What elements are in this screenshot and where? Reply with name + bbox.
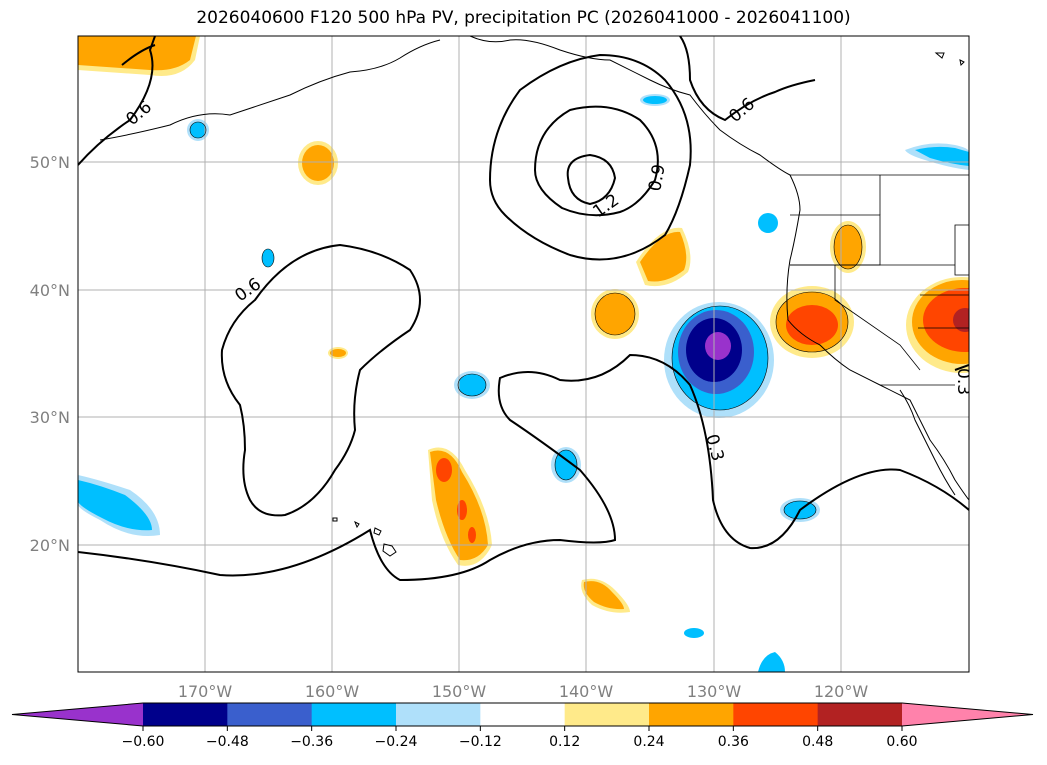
- colorbar-tick-label: 0.60: [886, 734, 917, 750]
- precip-negative-shading: [78, 94, 969, 672]
- colorbar-tick-label: −0.24: [375, 734, 418, 750]
- figure-title: 2026040600 F120 500 hPa PV, precipitatio…: [196, 8, 851, 28]
- map-frame: [77, 35, 970, 673]
- colorbar-segment: [817, 703, 903, 726]
- lon-tick-label: 120°W: [814, 682, 869, 701]
- lat-tick-label: 20°N: [30, 536, 70, 555]
- colorbar-extend-min: [12, 703, 143, 726]
- precip-outlines: [189, 121, 863, 520]
- colorbar-segment: [311, 703, 397, 726]
- colorbar-segment: [480, 703, 566, 726]
- colorbar-segment: [143, 703, 228, 726]
- colorbar-tick-label: −0.36: [290, 734, 333, 750]
- lat-tick-label: 30°N: [30, 408, 70, 427]
- lon-tick-label: 160°W: [305, 682, 360, 701]
- lon-tick-labels: 170°W 160°W 150°W 140°W 130°W 120°W: [178, 682, 869, 701]
- colorbar-tick-label: −0.60: [122, 734, 165, 750]
- colorbar-tick-label: 0.12: [549, 734, 580, 750]
- state-borders: [790, 174, 969, 386]
- colorbar-segment: [649, 703, 734, 726]
- map-area: 0.6 0.6 1.2 0.9 0.6 0.3 0.3: [78, 36, 973, 672]
- gridlines: [78, 36, 969, 672]
- lon-tick-label: 170°W: [178, 682, 233, 701]
- colorbar-tick-label: 0.24: [633, 734, 664, 750]
- colorbar-tick-label: 0.48: [802, 734, 833, 750]
- precip-positive-shading: [78, 36, 969, 613]
- colorbar-tick-label: −0.48: [206, 734, 249, 750]
- lon-tick-label: 130°W: [687, 682, 742, 701]
- colorbar-segment: [733, 703, 819, 726]
- lon-tick-label: 140°W: [559, 682, 614, 701]
- lat-tick-label: 50°N: [30, 153, 70, 172]
- lat-tick-labels: 50°N 40°N 30°N 20°N: [30, 153, 70, 555]
- coastlines: [99, 36, 969, 557]
- colorbar: −0.60 −0.48 −0.36 −0.24 −0.12 0.12 0.24 0.36 0.4…: [11, 702, 1034, 750]
- colorbar-extend-max: [902, 703, 1033, 726]
- colorbar-segment: [564, 703, 650, 726]
- colorbar-segment: [396, 703, 481, 726]
- colorbar-tick-label: −0.12: [459, 734, 502, 750]
- contour-label: 0.9: [645, 163, 669, 193]
- ocean-background: [78, 36, 969, 672]
- colorbar-tick-label: 0.36: [718, 734, 749, 750]
- contour-label: 0.3: [953, 368, 973, 395]
- pv-contours: [78, 36, 969, 582]
- lat-tick-label: 40°N: [30, 281, 70, 300]
- colorbar-segment: [227, 703, 313, 726]
- lon-tick-label: 150°W: [432, 682, 487, 701]
